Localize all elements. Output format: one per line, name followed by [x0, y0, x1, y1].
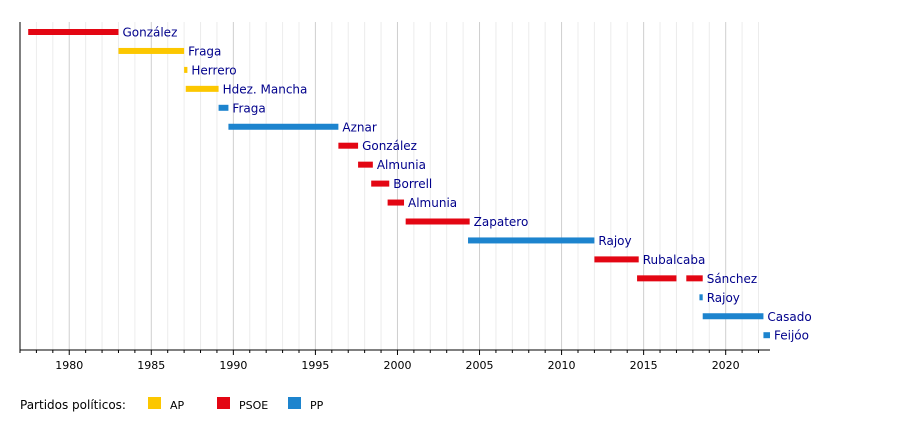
leader-label: Fraga — [232, 101, 265, 115]
leader-bar-psoe — [637, 275, 677, 282]
leader-bar-ap — [118, 47, 185, 54]
x-tick-label: 1990 — [219, 359, 247, 372]
legend: Partidos políticos: AP PSOE PP — [20, 397, 324, 412]
leader-bar-psoe — [358, 161, 373, 168]
x-tick-label: 2010 — [548, 359, 576, 372]
leader-label: Almunia — [408, 196, 457, 210]
leader-label: Rajoy — [707, 291, 740, 305]
x-tick-label: 2020 — [712, 359, 740, 372]
grid-lines — [19, 22, 760, 350]
legend-title: Partidos políticos: — [20, 398, 126, 412]
legend-swatch-pp — [288, 397, 301, 409]
leader-bar-pp — [699, 294, 703, 301]
leader-label: Rubalcaba — [643, 253, 706, 267]
leader-label: Fraga — [188, 44, 221, 58]
leader-bar-psoe — [28, 29, 119, 35]
leader-bar-pp — [228, 123, 339, 130]
bars: González Fraga Herrero Hdez. Mancha Fraga Azn… — [28, 26, 812, 343]
leader-label: Sánchez — [707, 272, 757, 286]
leader-bar-psoe — [338, 142, 359, 149]
x-tick-label: 1995 — [301, 359, 329, 372]
leader-bar-pp — [702, 313, 764, 320]
leader-bar-psoe — [371, 180, 390, 187]
leader-label: Borrell — [393, 177, 432, 191]
x-tick-label: 2000 — [383, 359, 411, 372]
leader-bar-psoe — [405, 218, 470, 225]
leader-bar-pp — [763, 332, 770, 339]
leader-bar-psoe — [387, 199, 405, 206]
leader-bar-ap — [184, 66, 188, 73]
leader-label: Casado — [767, 310, 811, 324]
leader-bar-pp — [468, 237, 595, 244]
leader-label: Hdez. Mancha — [223, 82, 308, 96]
legend-label-psoe: PSOE — [239, 399, 268, 412]
legend-label-ap: AP — [170, 399, 185, 412]
leader-label: Almunia — [377, 158, 426, 172]
x-tick-label: 2015 — [630, 359, 658, 372]
legend-swatch-psoe — [217, 397, 230, 409]
legend-label-pp: PP — [310, 399, 324, 412]
leader-label: Aznar — [342, 120, 376, 134]
legend-swatch-ap — [148, 397, 161, 409]
leader-bar-ap — [185, 85, 219, 92]
leader-label: Feijóo — [774, 329, 809, 343]
leader-label: Zapatero — [474, 215, 529, 229]
leader-label: González — [362, 139, 417, 153]
leader-label: González — [122, 26, 177, 40]
leader-label: Herrero — [191, 63, 236, 77]
leader-bar-psoe — [686, 275, 703, 282]
x-tick-label: 2005 — [466, 359, 494, 372]
leader-bar-psoe — [594, 256, 639, 263]
x-tick-label: 1985 — [137, 359, 165, 372]
x-tick-label: 1980 — [55, 359, 83, 372]
leader-bar-pp — [218, 104, 229, 111]
axes: 1980 1985 1990 1995 2000 2005 2010 2015 2020 — [19, 22, 770, 372]
leader-label: Rajoy — [598, 234, 631, 248]
